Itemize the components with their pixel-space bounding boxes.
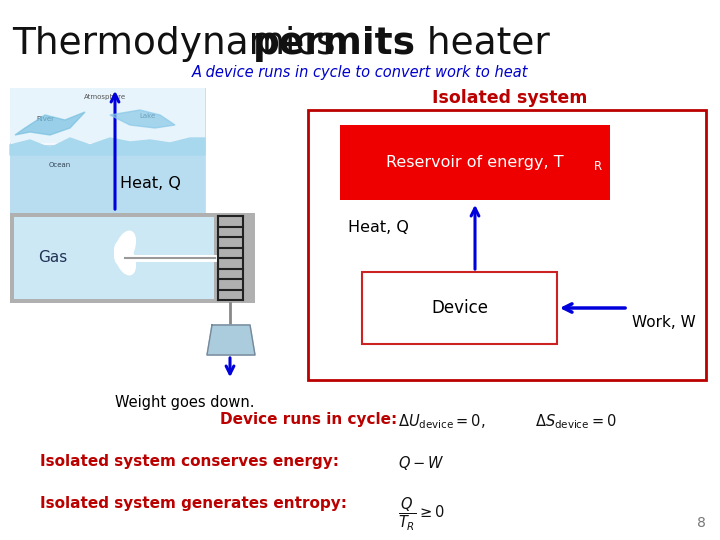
Bar (10, 88, 205, 253)
Text: Gas: Gas (38, 251, 67, 266)
Bar (340, 125, 610, 200)
Text: $Q-W$: $Q-W$ (398, 454, 444, 472)
Bar (14, 217, 214, 299)
Ellipse shape (114, 231, 135, 265)
Text: Atmosphere: Atmosphere (84, 94, 126, 100)
Text: Isolated system conserves energy:: Isolated system conserves energy: (40, 454, 339, 469)
Text: Ocean: Ocean (49, 162, 71, 168)
Polygon shape (110, 110, 175, 128)
Polygon shape (207, 325, 255, 355)
Text: heater: heater (415, 26, 550, 62)
Text: Work, W: Work, W (632, 315, 696, 330)
Text: Lake: Lake (140, 113, 156, 119)
Polygon shape (10, 138, 205, 155)
Text: River: River (36, 116, 54, 122)
Text: Device runs in cycle:: Device runs in cycle: (220, 412, 397, 427)
Polygon shape (15, 112, 85, 135)
Text: $\Delta U_{\mathregular{device}}=0,$: $\Delta U_{\mathregular{device}}=0,$ (398, 412, 485, 431)
Text: 8: 8 (697, 516, 706, 530)
Bar (308, 110, 706, 380)
Text: A device runs in cycle to convert work to heat: A device runs in cycle to convert work t… (192, 64, 528, 79)
Text: Weight goes down.: Weight goes down. (115, 395, 254, 410)
Text: Reservoir of energy, T: Reservoir of energy, T (386, 156, 564, 171)
Text: permits: permits (253, 26, 416, 62)
Text: R: R (594, 160, 602, 173)
Bar (362, 272, 557, 344)
Text: $\dfrac{Q}{T_R}\geq 0$: $\dfrac{Q}{T_R}\geq 0$ (398, 496, 445, 534)
Bar (10, 88, 205, 143)
Text: Isolated system generates entropy:: Isolated system generates entropy: (40, 496, 347, 511)
Bar (10, 145, 205, 253)
Text: $\Delta S_{\mathregular{device}}=0$: $\Delta S_{\mathregular{device}}=0$ (535, 412, 617, 431)
Text: Heat, Q: Heat, Q (120, 176, 181, 191)
Text: Device: Device (431, 299, 488, 317)
Text: Isolated system: Isolated system (432, 89, 588, 107)
Text: Thermodynamics: Thermodynamics (12, 26, 348, 62)
Text: Heat, Q: Heat, Q (348, 220, 409, 235)
Bar (10, 213, 255, 303)
Ellipse shape (114, 241, 135, 275)
